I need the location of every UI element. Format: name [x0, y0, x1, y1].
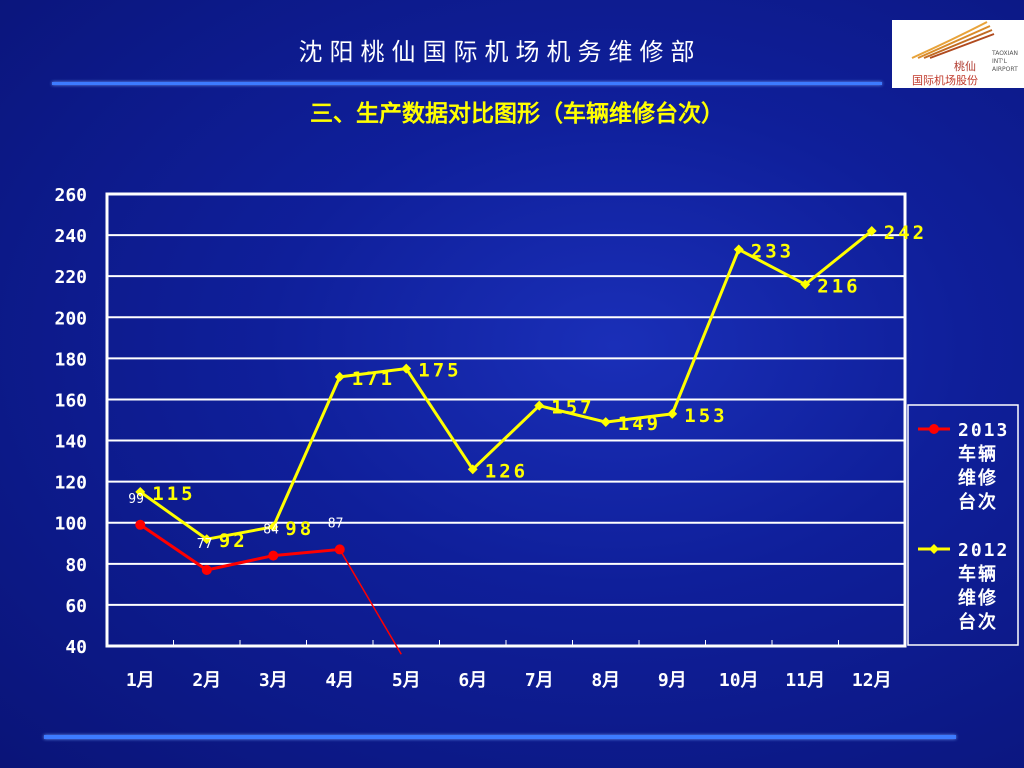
- series-2012-data-label: 157: [551, 397, 594, 419]
- series-2013-point: [135, 519, 146, 530]
- series-2012-data-label: 175: [418, 360, 461, 382]
- y-tick-label: 40: [65, 637, 87, 658]
- series-2012-point: [534, 400, 545, 411]
- series-2012-point: [667, 408, 678, 419]
- bottom-rule: [44, 735, 956, 739]
- series-2012-data-label: 98: [285, 518, 314, 540]
- y-tick-label: 60: [65, 596, 87, 617]
- top-rule: [52, 82, 882, 85]
- series-2012-point: [733, 244, 744, 255]
- x-tick-label: 6月: [458, 670, 487, 691]
- series-2013-point: [334, 544, 345, 555]
- header-title: 沈阳桃仙国际机场机务维修部: [298, 38, 702, 66]
- series-2013-legend-label: 2013: [958, 420, 1009, 441]
- series-2012-data-label: 242: [884, 222, 927, 244]
- series-2012-point: [201, 534, 212, 545]
- series-2013-line: [139, 523, 340, 572]
- series-2012-legend-label: 维修: [958, 587, 998, 609]
- logo-wing-icon: [911, 21, 995, 59]
- y-tick-label: 240: [54, 226, 87, 247]
- series-2012-point: [467, 464, 478, 475]
- y-tick-label: 140: [54, 432, 87, 453]
- series-2013-legend-label: 台次: [958, 491, 998, 513]
- airport-logo: [892, 20, 1024, 88]
- series-2012-point: [135, 486, 146, 497]
- series-2013-legend-marker: [929, 424, 939, 434]
- series-2013-data-label: 77: [197, 537, 213, 552]
- logo-brand-text: 桃仙: [954, 60, 976, 73]
- series-2012-line: [139, 229, 873, 541]
- logo-cn-text: 国际机场股份: [912, 74, 978, 87]
- series-2012-data-label: 153: [684, 405, 727, 427]
- x-tick-label: 1月: [126, 670, 155, 691]
- series-2012-point: [866, 226, 877, 236]
- y-tick-label: 220: [54, 267, 87, 288]
- series-2013-point: [268, 550, 279, 561]
- y-tick-label: 260: [54, 185, 87, 206]
- logo-en-text: TAOXIAN INT'L AIRPORT: [992, 50, 1019, 73]
- legend-box: [907, 404, 1019, 646]
- chart-subtitle: 三、生产数据对比图形（车辆维修台次）: [310, 101, 724, 127]
- y-tick-label: 120: [54, 473, 87, 494]
- x-tick-label: 2月: [192, 670, 221, 691]
- y-tick-label: 200: [54, 308, 87, 329]
- series-2012-legend-label: 车辆: [958, 563, 998, 585]
- series-2013-data-label: 99: [128, 492, 144, 507]
- x-tick-label: 5月: [392, 670, 421, 691]
- y-tick-label: 80: [65, 555, 87, 576]
- series-2013-legend-label: 车辆: [958, 443, 998, 465]
- series-2012-point: [800, 279, 811, 290]
- series-2012-data-label: 92: [219, 530, 248, 552]
- series-2013-data-label: 87: [328, 516, 344, 531]
- series-2012-point: [600, 417, 611, 428]
- series-2013-data-label: 84: [263, 523, 279, 538]
- x-tick-label: 9月: [658, 670, 687, 691]
- series-2012-point: [268, 521, 279, 532]
- x-tick-label: 4月: [325, 670, 354, 691]
- series-2012-legend-label: 2012: [958, 540, 1009, 561]
- series-2012-legend-marker: [929, 544, 939, 554]
- x-tick-label: 3月: [259, 670, 288, 691]
- x-tick-label: 8月: [591, 670, 620, 691]
- series-2012-data-label: 233: [751, 240, 794, 262]
- series-2012-data-label: 171: [352, 368, 395, 390]
- series-2012-point: [401, 363, 412, 374]
- series-2013-legend-label: 维修: [958, 467, 998, 489]
- y-tick-label: 100: [54, 514, 87, 535]
- series-2012-legend-label: 台次: [958, 611, 998, 633]
- series-2013-trailing-line: [339, 549, 402, 655]
- series-2013-point: [201, 564, 212, 575]
- series-2012-data-label: 115: [152, 483, 195, 505]
- series-2012-data-label: 126: [485, 460, 528, 482]
- y-tick-label: 160: [54, 390, 87, 411]
- series-2012-point: [334, 371, 345, 382]
- x-tick-label: 10月: [719, 670, 759, 691]
- series-2012-data-label: 149: [618, 413, 661, 435]
- series-2012-data-label: 216: [817, 275, 860, 297]
- x-tick-label: 12月: [852, 670, 892, 691]
- y-tick-label: 180: [54, 349, 87, 370]
- x-tick-label: 11月: [785, 670, 825, 691]
- x-tick-label: 7月: [525, 670, 554, 691]
